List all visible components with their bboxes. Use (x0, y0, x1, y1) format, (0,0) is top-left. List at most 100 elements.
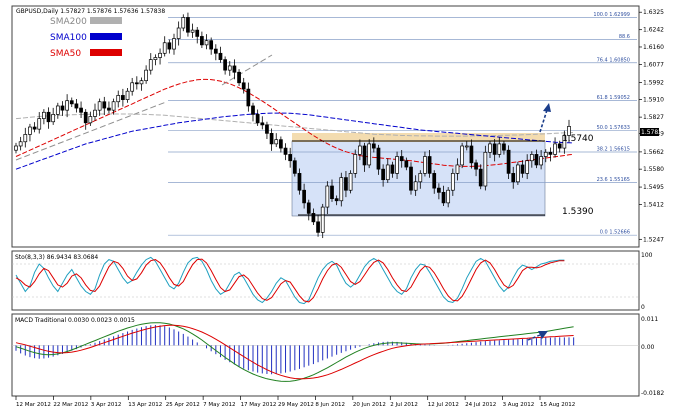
date-axis-label: 15 Aug 2012 (540, 402, 575, 408)
candle-bull (111, 101, 116, 111)
date-axis-label: 2 Jul 2012 (390, 402, 418, 408)
candle-bull (116, 95, 121, 103)
support-label: 1.5390 (562, 207, 594, 217)
macd-axis-zero: 0.00 (641, 344, 655, 351)
date-axis-label: 13 Apr 2012 (128, 402, 162, 408)
projection-arrow (539, 109, 548, 133)
candle-bear (79, 107, 83, 113)
candle-bear (432, 173, 437, 189)
candle-bear (74, 103, 79, 109)
candle-bull (97, 101, 102, 111)
candle-bull (153, 57, 158, 60)
symbol-header: GBPUSD,Daily 1.57827 1.57876 1.57636 1.5… (16, 8, 165, 15)
candle-bull (37, 118, 42, 130)
candle-bear (511, 173, 516, 183)
candle-bull (42, 111, 46, 119)
candle-bear (506, 149, 511, 174)
candle-bull (88, 116, 93, 124)
current-price-tag: 1.5783 (641, 129, 662, 136)
candle-bear (469, 145, 474, 164)
candle-bull (423, 156, 427, 174)
candle-bull (525, 160, 530, 174)
fib-level-label: 61.8 1.59052 (597, 95, 630, 101)
candle-bull (14, 145, 18, 151)
date-axis-label: 22 Mar 2012 (53, 402, 88, 408)
candle-bear (32, 126, 37, 130)
candle-bear (306, 202, 311, 214)
ma-line-sma100 (15, 112, 574, 170)
fib-level-label: 23.6 1.55165 (597, 177, 630, 183)
stoch-k-line (15, 256, 565, 305)
candle-bear (213, 48, 218, 54)
candle-bear (297, 173, 302, 191)
candle-bull (51, 114, 56, 123)
legend-swatch-sma100 (90, 33, 122, 40)
candle-bear (200, 36, 204, 46)
candle-bear (520, 164, 525, 174)
candle-bear (330, 185, 334, 200)
candle-bear (399, 156, 404, 162)
price-axis-label: 1.6242 (643, 27, 664, 34)
candle-bear (283, 147, 288, 155)
candle-bull (144, 69, 148, 82)
projection-arrowhead (543, 103, 551, 112)
candle-bear (237, 71, 241, 84)
date-axis-label: 8 Jun 2012 (315, 402, 345, 408)
candle-bear (46, 111, 51, 123)
candle-bear (548, 151, 553, 155)
candle-bear (83, 111, 88, 124)
macd-projection-arrowhead (538, 331, 548, 339)
candle-bull (130, 82, 135, 92)
macd-line (15, 322, 574, 382)
candle-bear (362, 145, 367, 166)
candle-bull (93, 109, 97, 117)
fib-level-label: 50.0 1.57633 (597, 125, 630, 131)
candle-bull (227, 65, 232, 71)
price-axis-label: 1.5992 (643, 79, 664, 86)
candle-bull (139, 80, 144, 85)
fib-level-label: 88.6 (619, 34, 630, 40)
candle-bear (223, 59, 227, 71)
macd-signal-line (15, 324, 574, 380)
macd-axis-top: 0.011 (641, 316, 658, 323)
candle-bull (483, 151, 488, 187)
candle-bull (28, 126, 32, 135)
candle-bear (292, 160, 297, 174)
candle-bull (488, 143, 492, 153)
candle-bear (409, 166, 413, 191)
candle-bear (371, 143, 376, 149)
candle-bear (376, 147, 381, 170)
price-axis-label: 1.5827 (643, 114, 664, 121)
fibonacci-levels: 100.0 1.62999 88.6 76.4 1.60850 61.8 1.5905… (168, 12, 637, 236)
candle-bull (418, 173, 423, 183)
candle-bull (162, 42, 167, 54)
candle-bull (172, 38, 176, 50)
candle-bull (543, 151, 548, 157)
candle-bull (158, 52, 162, 58)
candle-bull (204, 40, 209, 46)
candle-bear (241, 82, 246, 90)
macd-title: MACD Traditional 0.0030 0.0023 0.0015 (15, 317, 135, 324)
candlesticks (14, 12, 571, 239)
candle-bull (367, 143, 372, 166)
candle-bull (446, 189, 451, 204)
candle-bear (427, 156, 432, 174)
date-axis-label: 20 Jun 2012 (353, 402, 386, 408)
candle-bear (334, 198, 339, 202)
candle-bear (502, 143, 506, 151)
candle-bear (441, 191, 446, 204)
macd-lines (12, 322, 639, 382)
legend-swatch-sma200 (90, 17, 122, 24)
date-axis-label: 17 May 2012 (241, 402, 277, 408)
candle-bull (65, 100, 69, 111)
stoch-axis-bottom: 0 (641, 304, 645, 311)
candle-bear (186, 17, 190, 33)
fib-level-label: 76.4 1.60850 (597, 57, 630, 63)
candle-bull (385, 164, 390, 181)
candle-bear (557, 143, 562, 149)
candle-bull (358, 145, 362, 155)
candle-bull (181, 17, 186, 29)
date-axis-label: 3 Apr 2012 (91, 402, 122, 408)
price-axis-label: 1.6160 (643, 44, 664, 51)
